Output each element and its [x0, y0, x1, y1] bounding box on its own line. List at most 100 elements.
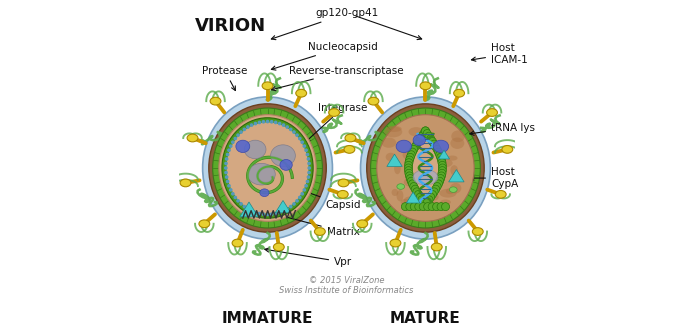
- Circle shape: [226, 180, 229, 183]
- Ellipse shape: [384, 126, 402, 137]
- Circle shape: [281, 209, 286, 213]
- Circle shape: [416, 135, 424, 143]
- Circle shape: [420, 130, 428, 137]
- Ellipse shape: [390, 239, 401, 247]
- Circle shape: [298, 196, 301, 199]
- Ellipse shape: [396, 140, 412, 153]
- Circle shape: [427, 193, 435, 201]
- Ellipse shape: [433, 140, 448, 153]
- Text: Reverse-transcriptase: Reverse-transcriptase: [272, 66, 404, 91]
- Circle shape: [306, 175, 310, 179]
- Ellipse shape: [236, 140, 249, 153]
- Circle shape: [437, 172, 446, 180]
- Circle shape: [304, 184, 308, 187]
- Circle shape: [306, 157, 310, 161]
- Circle shape: [300, 192, 304, 196]
- Circle shape: [231, 140, 235, 144]
- Circle shape: [405, 172, 414, 180]
- Ellipse shape: [502, 145, 513, 153]
- Circle shape: [414, 191, 423, 199]
- Circle shape: [249, 209, 254, 213]
- Text: Capsid: Capsid: [272, 179, 361, 210]
- Circle shape: [441, 203, 450, 211]
- Ellipse shape: [315, 228, 325, 236]
- Ellipse shape: [495, 191, 506, 198]
- Ellipse shape: [296, 89, 306, 97]
- Ellipse shape: [210, 97, 221, 105]
- Circle shape: [306, 153, 309, 156]
- Circle shape: [411, 185, 419, 193]
- Circle shape: [295, 133, 299, 137]
- Ellipse shape: [426, 202, 439, 207]
- Circle shape: [274, 121, 277, 124]
- Circle shape: [243, 128, 246, 131]
- Ellipse shape: [440, 200, 451, 205]
- Ellipse shape: [338, 179, 349, 187]
- Circle shape: [254, 211, 257, 214]
- Circle shape: [414, 203, 423, 211]
- Circle shape: [306, 180, 309, 183]
- Text: Host
ICAM-1: Host ICAM-1: [471, 43, 528, 65]
- Circle shape: [432, 203, 441, 211]
- Circle shape: [304, 149, 308, 152]
- Ellipse shape: [420, 188, 438, 199]
- Circle shape: [413, 140, 421, 148]
- Ellipse shape: [420, 82, 431, 90]
- Circle shape: [258, 212, 261, 215]
- Ellipse shape: [405, 163, 416, 169]
- Ellipse shape: [450, 137, 464, 149]
- Circle shape: [401, 203, 410, 211]
- Ellipse shape: [437, 159, 453, 167]
- Polygon shape: [387, 154, 402, 166]
- Circle shape: [439, 164, 446, 172]
- Circle shape: [413, 188, 421, 196]
- Ellipse shape: [202, 97, 333, 239]
- Ellipse shape: [328, 109, 340, 116]
- Ellipse shape: [392, 189, 398, 196]
- Circle shape: [246, 207, 249, 211]
- Ellipse shape: [368, 97, 379, 105]
- Text: Vpr: Vpr: [265, 248, 352, 267]
- Text: Host
CypA: Host CypA: [470, 167, 518, 189]
- Circle shape: [229, 144, 233, 148]
- Circle shape: [435, 148, 443, 156]
- Ellipse shape: [337, 191, 348, 198]
- Ellipse shape: [454, 89, 464, 97]
- Circle shape: [227, 184, 231, 187]
- Circle shape: [234, 137, 237, 140]
- Text: MATURE: MATURE: [390, 311, 461, 326]
- Ellipse shape: [404, 177, 419, 187]
- Circle shape: [406, 175, 414, 183]
- Ellipse shape: [413, 170, 438, 185]
- Ellipse shape: [406, 156, 414, 162]
- Circle shape: [261, 120, 265, 124]
- Text: tRNA lys: tRNA lys: [470, 123, 535, 135]
- Ellipse shape: [219, 115, 316, 221]
- Circle shape: [427, 135, 435, 143]
- Circle shape: [432, 185, 440, 193]
- Ellipse shape: [247, 163, 275, 185]
- Ellipse shape: [260, 189, 269, 197]
- Ellipse shape: [280, 160, 292, 170]
- Circle shape: [421, 127, 430, 135]
- Circle shape: [438, 159, 446, 167]
- Circle shape: [406, 153, 414, 161]
- Circle shape: [227, 149, 231, 152]
- Circle shape: [408, 180, 416, 188]
- Text: Integrase: Integrase: [306, 102, 368, 142]
- Circle shape: [405, 164, 412, 172]
- Circle shape: [428, 137, 437, 145]
- Circle shape: [436, 151, 444, 159]
- Ellipse shape: [450, 187, 457, 193]
- Circle shape: [432, 143, 440, 151]
- Circle shape: [408, 148, 416, 156]
- Ellipse shape: [227, 122, 308, 214]
- Circle shape: [243, 205, 246, 208]
- Circle shape: [302, 144, 306, 148]
- Circle shape: [410, 182, 418, 191]
- Ellipse shape: [439, 189, 457, 198]
- Circle shape: [433, 145, 441, 154]
- Circle shape: [224, 171, 228, 174]
- Circle shape: [292, 130, 296, 134]
- Circle shape: [225, 157, 229, 161]
